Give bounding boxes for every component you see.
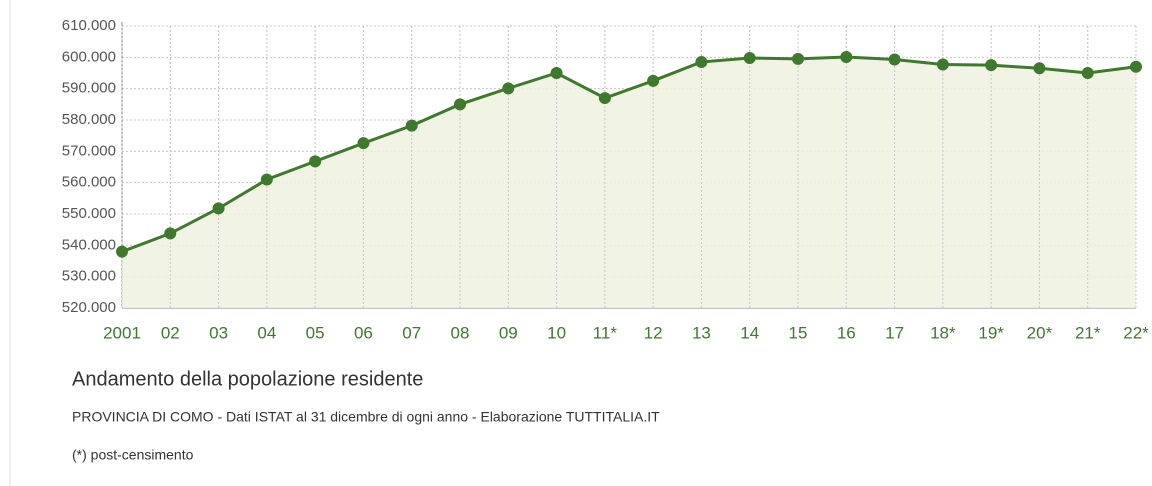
y-tick-label: 560.000 bbox=[62, 174, 116, 191]
x-tick-label: 11* bbox=[593, 323, 618, 342]
y-tick-label: 550.000 bbox=[62, 205, 116, 222]
x-tick-label: 15 bbox=[789, 323, 808, 342]
y-tick-label: 600.000 bbox=[62, 48, 116, 65]
chart-subtitle: PROVINCIA DI COMO - Dati ISTAT al 31 dic… bbox=[72, 409, 660, 425]
line bbox=[121, 55, 1137, 254]
point bbox=[550, 67, 563, 79]
x-tick-label: 2001 bbox=[103, 323, 141, 342]
x-tick-label: 17 bbox=[885, 323, 904, 342]
x-tick-label: 18* bbox=[930, 323, 956, 342]
x-tick-label: 16 bbox=[837, 323, 856, 342]
point bbox=[212, 202, 225, 215]
x-tick-label: 04 bbox=[257, 323, 276, 342]
x-tick-label: 21* bbox=[1075, 323, 1101, 342]
y-tick-label: 540.000 bbox=[62, 236, 116, 253]
point bbox=[985, 59, 998, 72]
chart-title: Andamento della popolazione residente bbox=[72, 368, 423, 390]
point bbox=[936, 58, 949, 71]
point bbox=[454, 98, 466, 111]
y-tick-label: 590.000 bbox=[62, 80, 116, 97]
x-tick-label: 09 bbox=[499, 323, 518, 342]
x-tick-label: 07 bbox=[402, 323, 421, 342]
x-tick-label: 22* bbox=[1123, 323, 1149, 342]
x-tick-label: 20* bbox=[1027, 323, 1053, 342]
x-tick-label: 14 bbox=[740, 323, 759, 342]
chart-note: (*) post-censimento bbox=[72, 447, 194, 463]
point bbox=[695, 56, 708, 69]
point bbox=[357, 137, 370, 150]
point bbox=[405, 119, 418, 132]
point bbox=[1130, 60, 1142, 73]
y-tick-label: 520.000 bbox=[62, 299, 116, 316]
point bbox=[260, 173, 273, 186]
point bbox=[116, 245, 128, 258]
x-tick-label: 19* bbox=[978, 323, 1004, 342]
x-tick-label: 02 bbox=[161, 323, 180, 342]
point bbox=[840, 51, 853, 64]
point bbox=[309, 155, 322, 168]
x-tick-label: 03 bbox=[209, 323, 228, 342]
x-tick-label: 06 bbox=[354, 323, 373, 342]
point bbox=[598, 92, 611, 105]
point bbox=[164, 227, 177, 240]
point bbox=[502, 82, 515, 95]
y-tick-label: 580.000 bbox=[62, 111, 116, 128]
x-tick-label: 10 bbox=[547, 323, 566, 342]
point bbox=[647, 74, 660, 87]
x-tick-label: 12 bbox=[644, 323, 663, 342]
y-tick-label: 530.000 bbox=[62, 268, 116, 285]
y-tick-label: 610.000 bbox=[62, 17, 116, 34]
point bbox=[792, 52, 804, 65]
x-tick-label: 13 bbox=[692, 323, 711, 342]
y-tick-label: 570.000 bbox=[62, 142, 116, 159]
point bbox=[1033, 62, 1046, 75]
area bbox=[122, 57, 1136, 308]
x-tick-label: 05 bbox=[306, 323, 325, 342]
x-tick-label: 08 bbox=[451, 323, 470, 342]
point bbox=[1081, 67, 1094, 79]
point bbox=[888, 53, 901, 66]
point bbox=[743, 51, 756, 64]
